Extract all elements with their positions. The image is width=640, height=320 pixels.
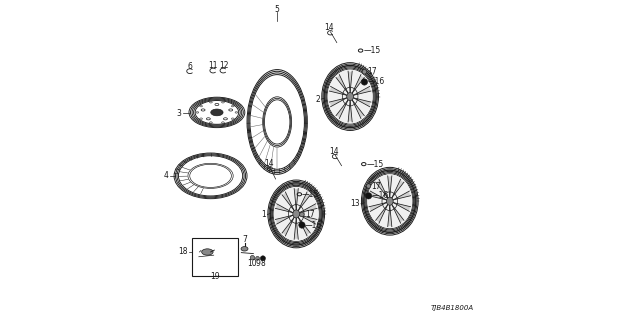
- Polygon shape: [337, 100, 348, 118]
- Text: 7: 7: [242, 236, 247, 244]
- Polygon shape: [388, 206, 392, 226]
- Text: 18: 18: [178, 247, 188, 257]
- Text: 19: 19: [211, 272, 220, 281]
- Text: —16: —16: [367, 77, 385, 86]
- Ellipse shape: [362, 69, 367, 74]
- Polygon shape: [354, 98, 371, 106]
- Text: 1: 1: [261, 210, 266, 219]
- Polygon shape: [369, 192, 386, 200]
- Polygon shape: [394, 202, 410, 211]
- Ellipse shape: [273, 187, 319, 241]
- Polygon shape: [300, 204, 316, 213]
- Ellipse shape: [209, 122, 212, 123]
- Text: —15: —15: [363, 46, 380, 55]
- Text: 17: 17: [367, 67, 377, 76]
- Text: 6: 6: [188, 62, 193, 71]
- Text: 13: 13: [349, 199, 359, 208]
- Polygon shape: [392, 205, 403, 222]
- Polygon shape: [354, 87, 371, 95]
- Polygon shape: [348, 72, 352, 92]
- Ellipse shape: [235, 112, 238, 113]
- Polygon shape: [276, 204, 292, 213]
- Ellipse shape: [215, 103, 219, 106]
- Ellipse shape: [201, 109, 205, 111]
- Text: —15: —15: [366, 160, 383, 169]
- Ellipse shape: [241, 247, 248, 251]
- Polygon shape: [298, 193, 310, 210]
- Polygon shape: [294, 189, 298, 209]
- Polygon shape: [394, 192, 410, 200]
- Ellipse shape: [196, 112, 199, 113]
- Ellipse shape: [264, 100, 290, 144]
- Ellipse shape: [231, 118, 234, 119]
- Ellipse shape: [366, 184, 371, 188]
- Text: 2: 2: [316, 95, 320, 104]
- Text: 4: 4: [163, 172, 168, 180]
- Ellipse shape: [200, 105, 202, 107]
- Text: 8: 8: [260, 259, 265, 268]
- Polygon shape: [300, 215, 316, 223]
- Ellipse shape: [293, 210, 300, 218]
- Ellipse shape: [228, 109, 233, 111]
- Polygon shape: [330, 87, 346, 95]
- Polygon shape: [352, 100, 364, 118]
- Ellipse shape: [260, 256, 266, 261]
- Ellipse shape: [202, 249, 213, 255]
- Polygon shape: [352, 75, 364, 93]
- Ellipse shape: [328, 69, 372, 124]
- Ellipse shape: [221, 122, 225, 123]
- Text: —16: —16: [372, 191, 389, 200]
- Ellipse shape: [223, 118, 227, 120]
- Text: —16: —16: [305, 220, 323, 229]
- Polygon shape: [330, 98, 346, 106]
- Bar: [191, 238, 239, 276]
- Ellipse shape: [209, 101, 212, 103]
- Text: 12: 12: [219, 61, 228, 70]
- Ellipse shape: [250, 255, 255, 260]
- Polygon shape: [337, 75, 348, 93]
- Ellipse shape: [255, 256, 259, 260]
- Ellipse shape: [207, 118, 211, 120]
- Text: 14: 14: [330, 147, 339, 156]
- Text: 3: 3: [177, 108, 181, 117]
- Ellipse shape: [387, 197, 393, 205]
- Polygon shape: [369, 202, 386, 211]
- Polygon shape: [276, 215, 292, 223]
- Polygon shape: [392, 180, 403, 198]
- Text: 10: 10: [248, 259, 257, 268]
- Ellipse shape: [347, 92, 353, 100]
- Ellipse shape: [188, 163, 233, 188]
- Text: 14: 14: [324, 23, 333, 32]
- Ellipse shape: [200, 118, 202, 119]
- Polygon shape: [298, 218, 310, 235]
- Ellipse shape: [231, 105, 234, 107]
- Polygon shape: [348, 101, 352, 121]
- Polygon shape: [376, 205, 388, 222]
- Ellipse shape: [211, 109, 223, 116]
- Ellipse shape: [221, 101, 225, 103]
- Polygon shape: [283, 193, 294, 210]
- Text: TJB4B1800A: TJB4B1800A: [431, 305, 474, 310]
- Text: 5: 5: [275, 5, 280, 14]
- Ellipse shape: [365, 193, 372, 199]
- Ellipse shape: [367, 174, 412, 228]
- Polygon shape: [376, 180, 388, 198]
- Ellipse shape: [361, 79, 367, 85]
- Text: 14: 14: [264, 159, 273, 168]
- Ellipse shape: [299, 222, 305, 228]
- Text: 17: 17: [305, 210, 314, 219]
- Text: 11: 11: [208, 61, 218, 70]
- Polygon shape: [283, 218, 294, 235]
- Text: 17: 17: [371, 181, 381, 190]
- Text: —15: —15: [302, 190, 319, 199]
- Polygon shape: [388, 176, 392, 196]
- Text: 9: 9: [255, 259, 260, 268]
- Polygon shape: [294, 219, 298, 239]
- Ellipse shape: [300, 212, 304, 217]
